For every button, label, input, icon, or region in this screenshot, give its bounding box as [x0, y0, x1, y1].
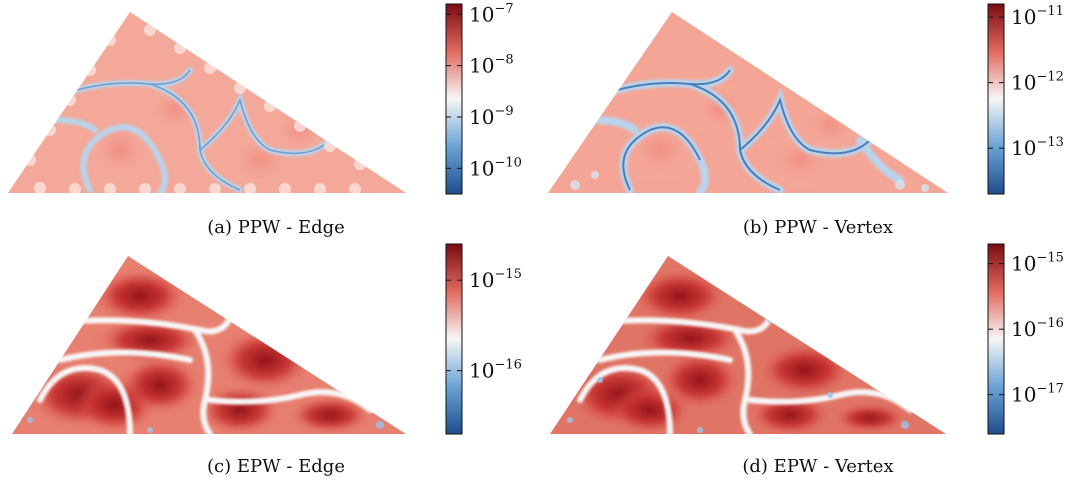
panel-caption: (a) PPW - Edge [207, 217, 345, 238]
heatmap-epw-edge [12, 256, 406, 434]
colorbar-tick-label: 10−12 [1011, 70, 1064, 95]
heatmap-epw-vertex [550, 256, 946, 434]
panel-caption: (c) EPW - Edge [207, 456, 345, 477]
colorbar: 10−7 10−8 10−9 10−10 [445, 1, 522, 195]
panel-caption: (d) EPW - Vertex [742, 456, 893, 477]
colorbar-gradient [445, 3, 463, 195]
colorbar-tick-label: 10−7 [469, 1, 514, 26]
panel-epw-vertex: 10−15 10−16 10−17 (d) EPW - Vertex [550, 243, 1064, 477]
colorbar-tick-label: 10−8 [469, 53, 514, 78]
colorbar-gradient [987, 3, 1005, 195]
colorbar-gradient [445, 243, 463, 435]
panel-caption: (b) PPW - Vertex [743, 217, 893, 238]
colorbar-gradient [987, 243, 1005, 435]
colorbar: 10−11 10−12 10−13 [987, 3, 1064, 195]
colorbar: 10−15 10−16 [445, 243, 522, 435]
colorbar-tick-label: 10−13 [1011, 135, 1064, 160]
colorbar-tick-label: 10−17 [1011, 382, 1064, 407]
panel-ppw-edge: 10−7 10−8 10−9 10−10 (a) PPW - Edge [8, 1, 522, 238]
colorbar: 10−15 10−16 10−17 [987, 243, 1064, 435]
colorbar-tick-label: 10−16 [1011, 316, 1064, 341]
colorbar-tick-label: 10−15 [1011, 251, 1064, 276]
heatmap-ppw-edge [8, 12, 406, 193]
colorbar-tick-label: 10−16 [469, 358, 522, 383]
panel-epw-edge: 10−15 10−16 (c) EPW - Edge [12, 243, 522, 477]
colorbar-tick-label: 10−15 [469, 267, 522, 292]
colorbar-tick-label: 10−10 [469, 155, 522, 180]
colorbar-tick-label: 10−9 [469, 104, 514, 129]
panel-ppw-vertex: 10−11 10−12 10−13 (b) PPW - Vertex [548, 3, 1064, 238]
colorbar-tick-label: 10−11 [1011, 4, 1064, 29]
heatmap-ppw-vertex [548, 12, 948, 193]
